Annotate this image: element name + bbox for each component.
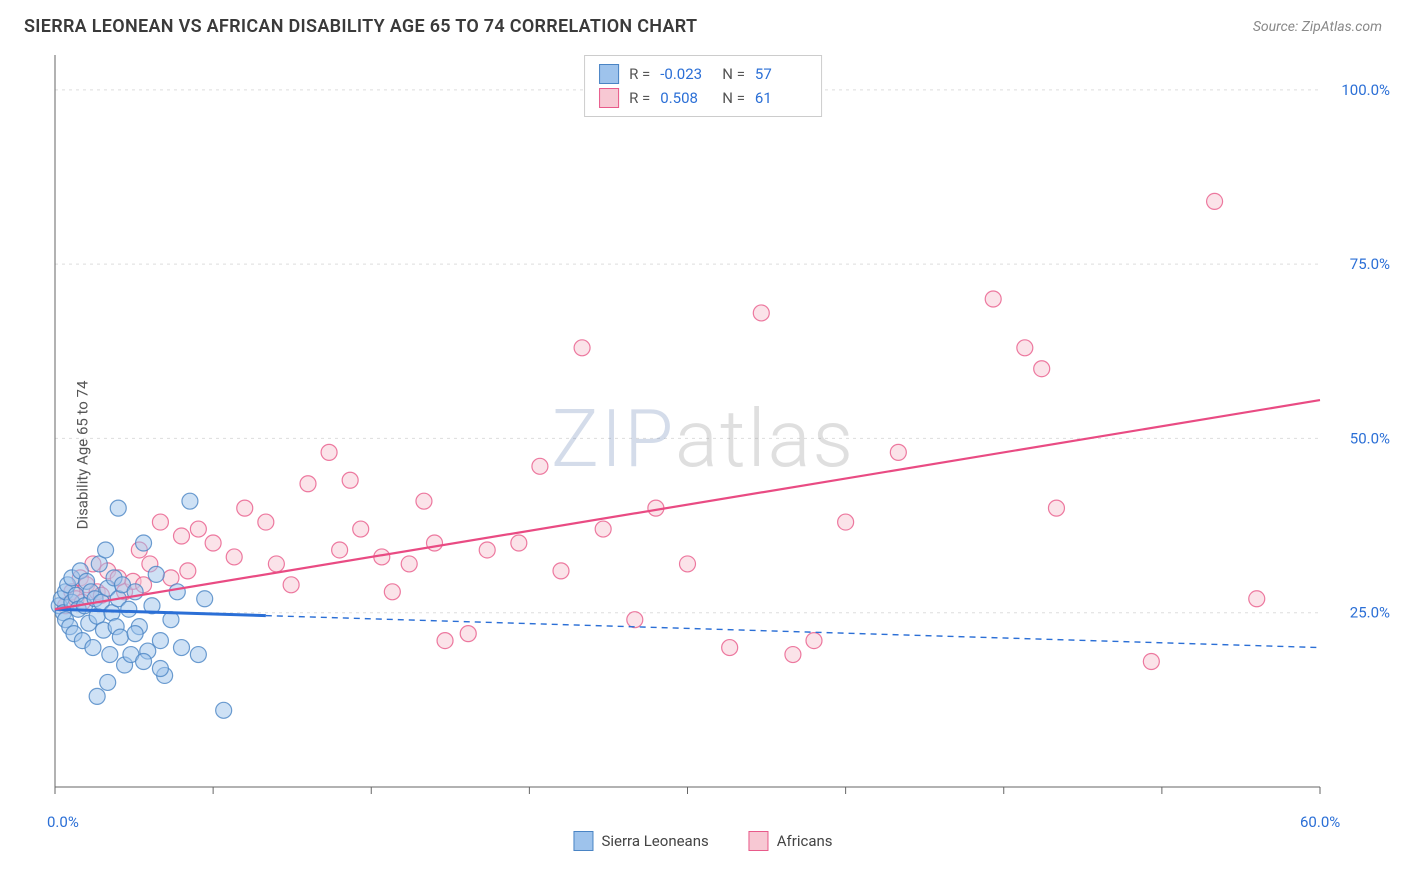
- svg-text:50.0%: 50.0%: [1350, 429, 1390, 447]
- y-axis-label: Disability Age 65 to 74: [73, 381, 91, 530]
- chart-container: Disability Age 65 to 74 25.0% 50.0% 75.0% 1…: [0, 45, 1406, 865]
- n-label: N =: [722, 62, 745, 86]
- svg-text:75.0%: 75.0%: [1350, 255, 1390, 273]
- legend-label: Sierra Leoneans: [601, 832, 708, 850]
- legend-stats: R = -0.023 N = 57 R = 0.508 N = 61: [584, 55, 822, 117]
- r-value: -0.023: [660, 62, 712, 86]
- n-value: 61: [755, 86, 807, 110]
- svg-text:25.0%: 25.0%: [1350, 604, 1390, 622]
- legend-swatch-series1: [573, 831, 593, 851]
- legend-swatch-series2: [599, 88, 619, 108]
- source-label: Source: ZipAtlas.com: [1253, 19, 1382, 35]
- x-axis-tick-label: 0.0%: [47, 813, 79, 831]
- n-label: N =: [722, 86, 745, 110]
- r-value: 0.508: [660, 86, 712, 110]
- svg-text:100.0%: 100.0%: [1341, 81, 1390, 99]
- legend-label: Africans: [777, 832, 833, 850]
- legend-stats-row-2: R = 0.508 N = 61: [599, 86, 807, 110]
- correlation-scatter-chart: 25.0% 50.0% 75.0% 100.0%: [0, 45, 1406, 865]
- n-value: 57: [755, 62, 807, 86]
- r-label: R =: [629, 86, 650, 110]
- x-axis-tick-label: 60.0%: [1300, 813, 1340, 831]
- legend-item-series1: Sierra Leoneans: [573, 831, 708, 851]
- legend-stats-row-1: R = -0.023 N = 57: [599, 62, 807, 86]
- r-label: R =: [629, 62, 650, 86]
- legend-swatch-series2: [749, 831, 769, 851]
- page-title: SIERRA LEONEAN VS AFRICAN DISABILITY AGE…: [24, 16, 697, 37]
- legend-series: Sierra Leoneans Africans: [573, 831, 832, 851]
- legend-item-series2: Africans: [749, 831, 833, 851]
- legend-swatch-series1: [599, 64, 619, 84]
